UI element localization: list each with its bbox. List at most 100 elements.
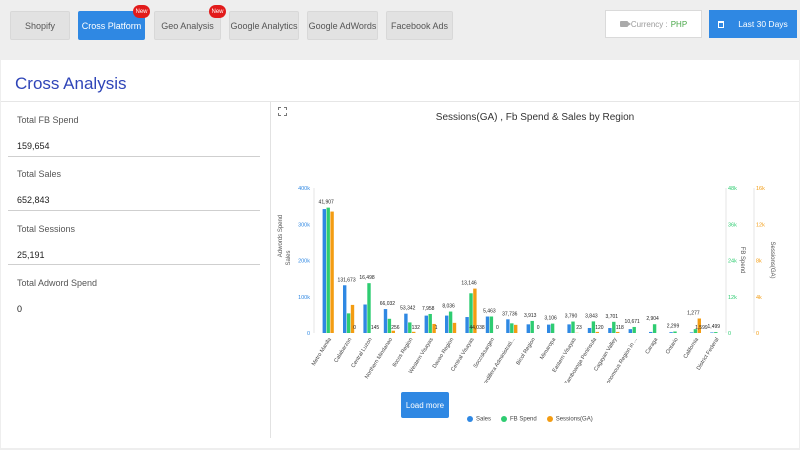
bar-sales — [567, 324, 571, 333]
bar-sales — [506, 319, 510, 333]
left-axis-title-2: Sales — [286, 250, 292, 265]
divider — [8, 264, 260, 265]
bar-fb-spend — [510, 323, 514, 333]
metric-label: Total Sales — [17, 169, 62, 179]
bar-fb-spend — [448, 311, 453, 333]
left-axis-title: Adwords Spend — [278, 215, 284, 257]
bar-fb-spend — [714, 332, 718, 333]
category-label: Central Visayas — [450, 337, 476, 373]
data-label-secondary: 118 — [616, 325, 624, 331]
currency-value: PHP — [670, 19, 688, 29]
legend-item-fb-spend[interactable]: FB Spend — [501, 416, 537, 423]
bar-fb-spend — [530, 320, 534, 333]
metric-value: 159,654 — [17, 141, 50, 151]
bar-sessions-ga- — [616, 331, 620, 333]
metric-value: 652,843 — [17, 195, 50, 205]
tab-google-analytics[interactable]: Google Analytics — [229, 11, 299, 40]
cross-analysis-panel: Cross Analysis Total FB Spend 159,654 To… — [1, 60, 799, 448]
data-label: 3,701 — [606, 314, 619, 320]
bar-fb-spend — [367, 283, 371, 333]
bar-fb-spend — [428, 313, 432, 333]
bar-sessions-ga- — [595, 331, 599, 333]
metric-sessions: Total Sessions 25,191 — [8, 224, 260, 265]
bar-sales — [465, 317, 469, 333]
data-label: 2,299 — [667, 323, 680, 329]
tab-google-adwords[interactable]: Google AdWords — [307, 11, 378, 40]
left-axis-tick: 200k — [298, 259, 310, 265]
metric-sales: Total Sales 652,843 — [8, 169, 260, 211]
bar-fb-spend — [387, 318, 392, 333]
metric-value: 25,191 — [17, 250, 45, 260]
right-axis-tick-fb: 0 — [728, 331, 731, 337]
bar-fb-spend — [673, 331, 677, 333]
data-label-secondary: 256 — [391, 325, 400, 331]
category-label: Ontario — [665, 337, 680, 355]
metric-fb-spend: Total FB Spend 159,654 — [8, 115, 260, 157]
video-icon — [619, 21, 631, 27]
legend-item-sales[interactable]: Sales — [467, 416, 491, 423]
tab-geo-analysis[interactable]: Geo Analysis New — [154, 5, 226, 40]
new-badge: New — [133, 5, 150, 18]
right-axis-title-sessions: Sessions(GA) — [769, 241, 775, 278]
bar-sales — [628, 329, 632, 333]
metric-label: Total Adword Spend — [17, 278, 98, 288]
chart-legend: Sales FB Spend Sessions(GA) — [467, 416, 593, 423]
tab-shopify[interactable]: Shopify — [10, 11, 70, 40]
currency-selector[interactable]: Currency : PHP — [605, 10, 702, 38]
category-label: Autonomous Region in ... — [601, 336, 639, 383]
left-axis-tick: 300k — [298, 222, 310, 228]
legend-item-sessions[interactable]: Sessions(GA) — [546, 416, 593, 423]
expand-icon[interactable] — [278, 107, 287, 116]
data-label: 3,913 — [524, 313, 537, 319]
bar-fb-spend — [693, 329, 698, 333]
tab-label: Geo Analysis — [161, 20, 214, 31]
tab-facebook-ads[interactable]: Facebook Ads — [386, 11, 453, 40]
new-badge: New — [209, 5, 226, 18]
divider — [1, 101, 799, 102]
right-axis-tick-sessions: 8k — [756, 259, 762, 265]
bar-sales — [322, 209, 326, 333]
divider — [8, 210, 260, 211]
category-label: Calabarzon — [333, 337, 353, 364]
divider — [8, 156, 260, 157]
date-range-button[interactable]: Last 30 Days — [709, 10, 797, 38]
data-label: 5,463 — [483, 308, 496, 314]
bar-sales — [649, 331, 653, 333]
data-label-secondary: 132 — [412, 325, 421, 331]
bar-fb-spend — [632, 326, 636, 333]
tab-cross-platform[interactable]: Cross Platform New — [78, 5, 150, 40]
load-more-button[interactable]: Load more — [401, 392, 449, 418]
left-axis-tick: 0 — [307, 331, 310, 337]
right-axis-tick-sessions: 4k — [756, 295, 762, 301]
data-label: 16,498 — [359, 275, 375, 281]
calendar-icon — [718, 20, 725, 28]
data-label: 3,843 — [585, 313, 598, 319]
data-label-secondary: 0 — [537, 325, 540, 331]
category-label: Mimaropa — [539, 336, 558, 361]
category-label: Bicol Region — [515, 337, 536, 366]
data-label: 66,032 — [380, 301, 396, 307]
data-label: 37,736 — [502, 311, 518, 317]
bar-sales — [689, 332, 694, 333]
right-axis-title-fb: FB Spend — [739, 247, 745, 274]
bar-fb-spend — [326, 207, 330, 333]
right-axis-tick-sessions: 0 — [756, 331, 759, 337]
data-label: 8,036 — [442, 304, 455, 310]
bar-sessions-ga- — [697, 318, 701, 333]
bar-sessions-ga- — [432, 323, 436, 333]
right-axis-tick-fb: 12k — [728, 295, 737, 301]
data-label: 131,673 — [338, 277, 356, 283]
data-label: 1,277 — [687, 311, 700, 317]
data-label-secondary: 1,599 — [695, 325, 708, 331]
data-label: 7,958 — [422, 306, 435, 312]
data-label: 2,904 — [646, 316, 659, 322]
data-label-secondary: 0 — [353, 325, 356, 331]
bar-sales — [445, 315, 449, 333]
bar-sales — [608, 328, 612, 333]
category-label: Central Luzon — [350, 337, 373, 369]
data-label-secondary: 120 — [595, 325, 604, 331]
metric-adword-spend: Total Adword Spend 0 — [17, 278, 260, 314]
data-label: 13,146 — [461, 281, 477, 287]
data-label-secondary: 23 — [576, 325, 582, 331]
